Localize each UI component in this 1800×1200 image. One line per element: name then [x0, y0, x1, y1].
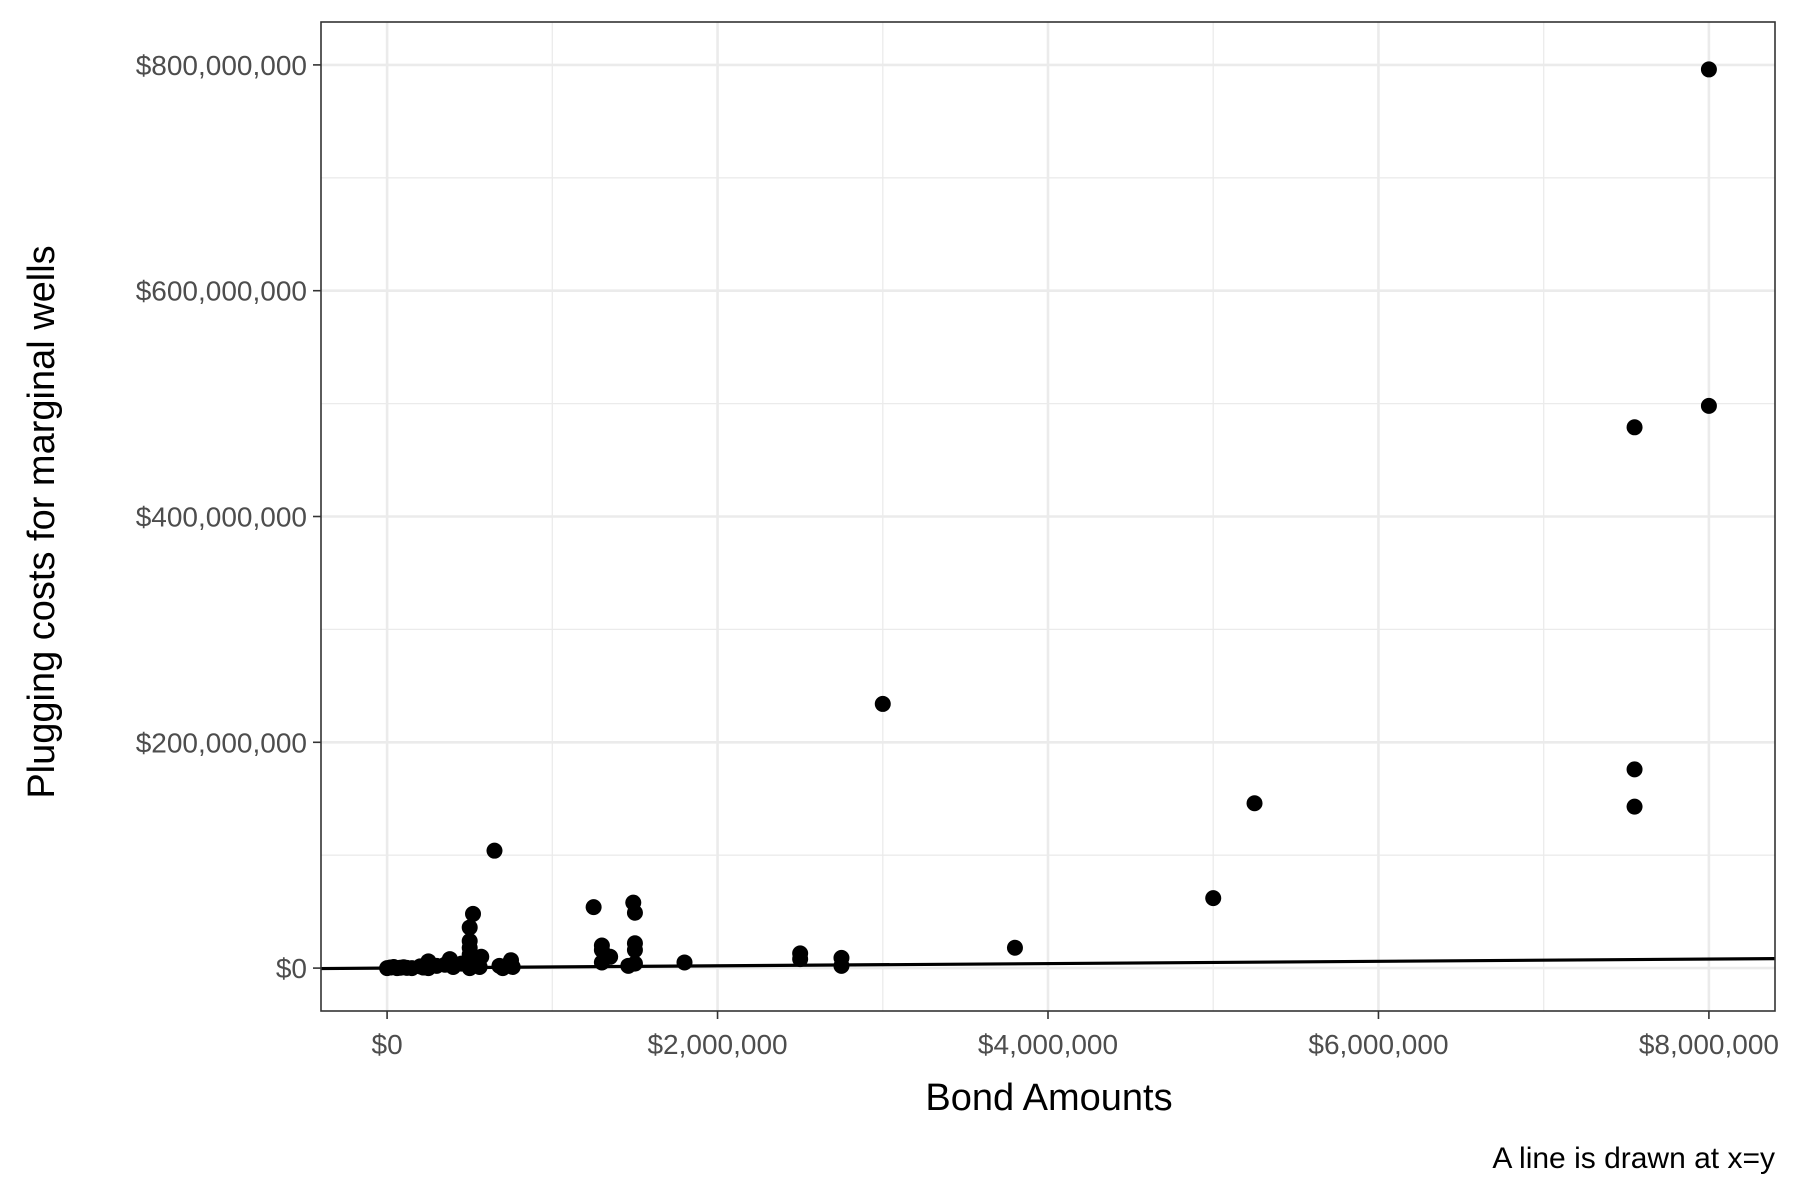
x-tick-label: $8,000,000 — [1639, 1029, 1779, 1060]
data-point — [1626, 761, 1643, 778]
data-point — [874, 695, 891, 712]
reference-line-layer — [320, 957, 1776, 971]
data-point — [1205, 890, 1222, 907]
y-tick-label: $400,000,000 — [136, 502, 307, 533]
y-tick-label: $200,000,000 — [136, 727, 307, 758]
data-point — [792, 951, 809, 968]
x-axis-title: Bond Amounts — [925, 1077, 1172, 1119]
x-tick-label: $4,000,000 — [978, 1029, 1118, 1060]
chart-caption: A line is drawn at x=y — [1492, 1142, 1775, 1175]
data-point — [461, 919, 478, 936]
x-tick-label: $6,000,000 — [1308, 1029, 1448, 1060]
data-point — [1626, 419, 1643, 436]
data-point — [1700, 397, 1717, 414]
y-tick-label: $600,000,000 — [136, 276, 307, 307]
reference-line-x-equals-y — [320, 957, 1776, 971]
x-axis: $0 $2,000,000 $4,000,000 $6,000,000 $8,000,0… — [372, 1011, 1779, 1060]
data-point — [676, 954, 693, 971]
y-axis-title: Plugging costs for marginal wells — [21, 245, 63, 798]
data-point — [461, 933, 478, 950]
data-point — [585, 899, 602, 916]
y-tick-label: $800,000,000 — [136, 50, 307, 81]
y-axis: $0 $200,000,000 $400,000,000 $600,000,000 $8… — [136, 50, 321, 984]
x-tick-label: $0 — [372, 1029, 403, 1060]
data-point — [1700, 61, 1717, 78]
data-point — [486, 842, 503, 859]
data-point — [465, 905, 482, 922]
y-tick-label: $0 — [276, 953, 307, 984]
data-point — [1246, 795, 1263, 812]
x-tick-label: $2,000,000 — [647, 1029, 787, 1060]
data-point — [833, 957, 850, 974]
data-point — [602, 948, 619, 965]
data-point — [473, 948, 490, 965]
data-point — [1006, 939, 1023, 956]
data-point — [504, 958, 521, 975]
data-points — [379, 61, 1717, 977]
data-point — [1626, 798, 1643, 815]
data-point — [626, 942, 643, 959]
grid — [321, 22, 1775, 1011]
data-point — [626, 904, 643, 921]
data-point — [626, 955, 643, 972]
